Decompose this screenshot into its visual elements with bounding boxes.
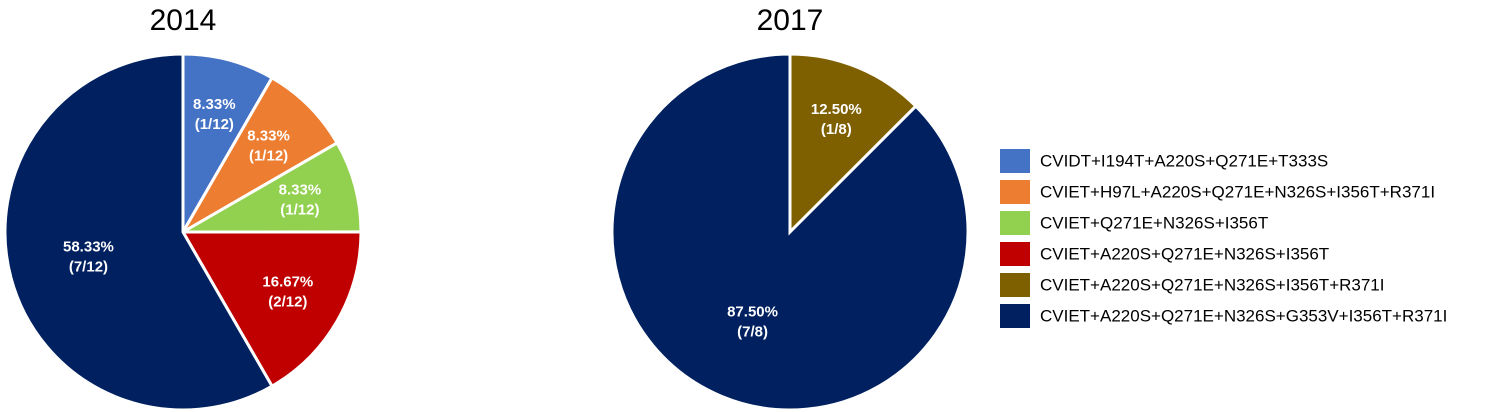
slice-value-label: 8.33%: [279, 182, 322, 199]
pie-slice: [178, 75, 340, 237]
slice-count-label: (2/12): [268, 293, 307, 310]
chart-title: 2014: [150, 4, 217, 37]
pie-slice: [788, 52, 918, 236]
slice-value-label: 16.67%: [262, 273, 313, 290]
legend-label: CVIET+A220S+Q271E+N326S+I356T+R371I: [1040, 275, 1384, 294]
slice-count-label: (1/12): [249, 147, 288, 164]
legend-label: CVIDT+I194T+A220S+Q271E+T333S: [1040, 151, 1328, 170]
pie-slice: [3, 52, 275, 412]
slice-count-label: (7/12): [69, 258, 108, 275]
slice-value-label: 8.33%: [247, 127, 290, 144]
slice-value-label: 12.50%: [811, 101, 862, 118]
pie-slice: [180, 230, 363, 389]
chart-title: 2017: [757, 4, 824, 37]
slice-count-label: (7/8): [737, 323, 768, 340]
pie-slice: [610, 52, 970, 412]
slice-value-label: 87.50%: [727, 303, 778, 320]
legend-label: CVIET+H97L+A220S+Q271E+N326S+I356T+R371I: [1040, 182, 1435, 201]
slice-value-label: 58.33%: [63, 238, 114, 255]
legend-swatch: [1000, 149, 1030, 173]
slice-count-label: (1/12): [280, 202, 319, 219]
legend-label: CVIET+A220S+Q271E+N326S+I356T: [1040, 244, 1329, 263]
legend-swatch: [1000, 304, 1030, 328]
slice-count-label: (1/12): [195, 116, 234, 133]
legend-swatch: [1000, 273, 1030, 297]
slice-count-label: (1/8): [821, 121, 852, 138]
legend-swatch: [1000, 180, 1030, 204]
legend-label: CVIET+Q271E+N326S+I356T: [1040, 213, 1268, 232]
pie-slice: [177, 140, 363, 234]
legend-swatch: [1000, 211, 1030, 235]
legend-label: CVIET+A220S+Q271E+N326S+G353V+I356T+R371…: [1040, 306, 1447, 325]
slice-value-label: 8.33%: [193, 96, 236, 113]
legend-swatch: [1000, 242, 1030, 266]
pie-slice: [181, 52, 275, 238]
